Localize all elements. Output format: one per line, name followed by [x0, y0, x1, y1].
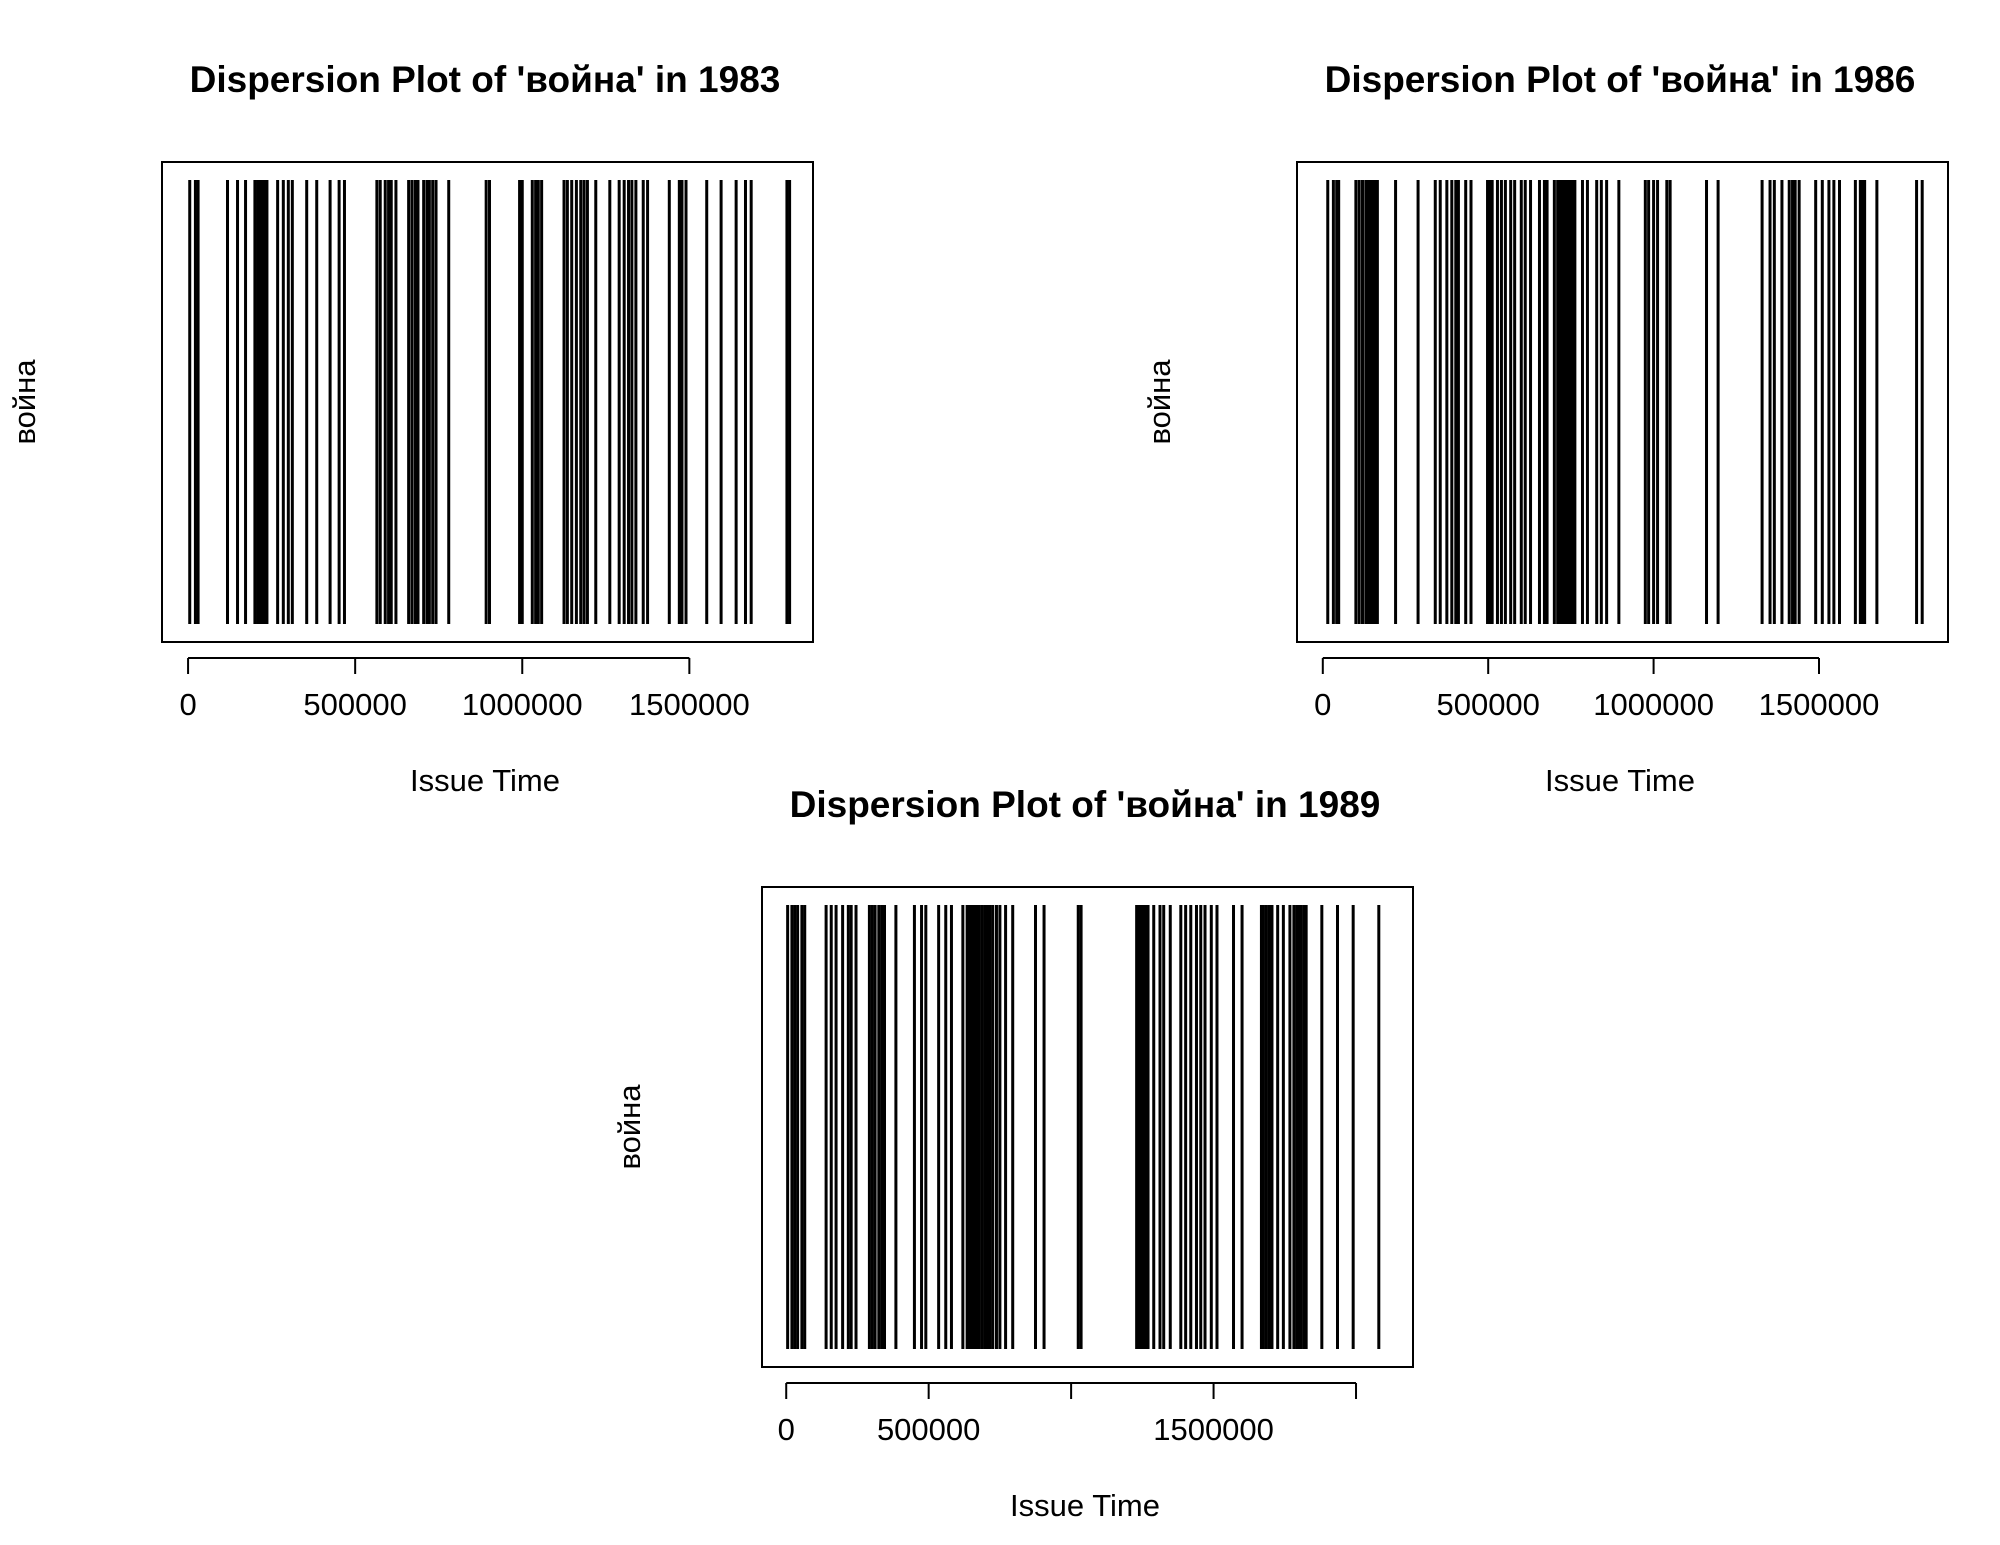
x-tick-label: 1500000 — [1153, 1412, 1274, 1447]
x-axis-label: Issue Time — [1545, 763, 1695, 798]
x-tick-label: 1000000 — [1593, 687, 1714, 722]
chart-title: Dispersion Plot of 'война' in 1983 — [189, 59, 781, 100]
chart-panel-1989: Dispersion Plot of 'война' in 1989 война… — [600, 725, 1500, 1525]
chart-title: Dispersion Plot of 'война' in 1989 — [789, 784, 1381, 825]
x-tick-label: 500000 — [303, 687, 406, 722]
x-tick-label: 1500000 — [1759, 687, 1880, 722]
chart-title: Dispersion Plot of 'война' in 1986 — [1324, 59, 1916, 100]
chart-panel-1986: Dispersion Plot of 'война' in 1986 война… — [1135, 0, 2000, 798]
x-tick-label: 0 — [778, 1412, 795, 1447]
x-tick-label: 1000000 — [462, 687, 583, 722]
x-tick-label: 0 — [179, 687, 196, 722]
dispersion-plot-1989: 0 500000 1500000 — [761, 886, 1414, 1447]
x-axis-label: Issue Time — [1010, 1488, 1160, 1523]
chart-panel-1983: Dispersion Plot of 'война' in 1983 война… — [0, 0, 1000, 798]
x-tick-label: 1500000 — [629, 687, 750, 722]
dispersion-plot-1986: 0 500000 1000000 1500000 — [1296, 161, 1949, 722]
plot-frame — [1296, 161, 1949, 643]
dispersion-plot-1983: 0 500000 1000000 1500000 — [161, 161, 814, 722]
plot-frame — [161, 161, 814, 643]
x-tick-label: 500000 — [1436, 687, 1539, 722]
x-tick-label: 500000 — [877, 1412, 980, 1447]
x-tick-label: 0 — [1314, 687, 1331, 722]
x-axis-label: Issue Time — [410, 763, 560, 798]
plot-frame — [761, 886, 1414, 1368]
